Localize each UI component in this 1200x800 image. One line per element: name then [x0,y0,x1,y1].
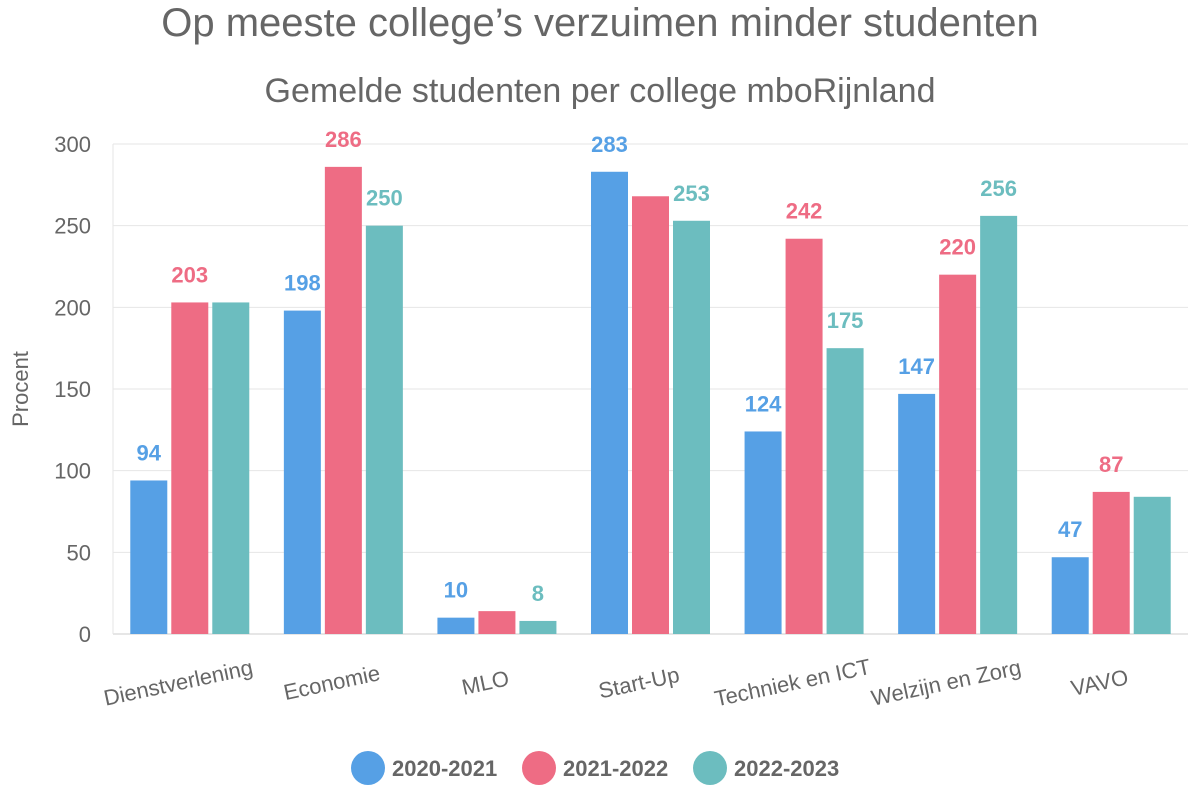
data-label: 220 [939,235,976,260]
legend-item: 2020-2021 [351,751,497,785]
bar-2022-2023 [519,620,557,634]
bar-2021-2022 [324,166,362,634]
data-label: 87 [1099,452,1123,477]
data-label: 10 [444,578,468,603]
bar-2021-2022 [939,274,977,634]
bar-2022-2023 [212,302,250,634]
data-label: 283 [591,132,628,157]
bar-2021-2022 [785,238,823,634]
data-label: 147 [898,354,935,379]
bar-2020-2021 [1051,557,1089,634]
legend-swatch [351,751,385,785]
legend-item: 2022-2023 [693,751,839,785]
legend: 2020-2021 2021-2022 2022-2023 [351,751,839,785]
y-tick-label: 100 [54,459,91,484]
bar-2021-2022 [1092,491,1130,634]
y-tick-label: 50 [67,540,91,565]
legend-swatch [522,751,556,785]
chart-title: Op meeste college’s verzuimen minder stu… [161,1,1039,45]
legend-label: 2021-2022 [563,756,668,781]
x-category-label: VAVO [1069,664,1131,700]
data-label: 198 [284,271,321,296]
bar-2022-2023 [365,225,403,634]
bar-2020-2021 [130,480,168,634]
x-category-label: Welzijn en Zorg [869,655,1023,711]
data-label: 8 [532,581,544,606]
bar-2020-2021 [283,310,321,634]
data-label: 203 [171,262,208,287]
bar-2020-2021 [898,393,936,634]
data-label: 286 [325,127,362,152]
bar-2022-2023 [826,348,864,634]
y-axis-label: Procent [8,351,33,427]
bar-2020-2021 [437,617,475,634]
bars [130,166,1171,634]
data-labels: 94 203 198 286 250 10 8 283 253 124 242 175 147 220 25… [137,127,1124,606]
bar-2022-2023 [673,220,710,634]
x-category-label: MLO [459,665,511,699]
y-tick-label: 0 [79,622,91,647]
y-tick-label: 300 [54,132,91,157]
legend-label: 2022-2023 [734,756,839,781]
bar-2022-2023 [980,215,1018,634]
bar-2021-2022 [632,196,669,634]
y-axis-ticks: 0 50 100 150 200 250 300 [54,132,91,647]
data-label: 250 [366,186,403,211]
data-label: 94 [137,440,162,465]
x-category-label: Techniek en ICT [712,654,873,712]
bar-2020-2021 [744,431,782,634]
x-category-label: Economie [281,660,382,705]
data-label: 253 [673,181,710,206]
legend-item: 2021-2022 [522,751,668,785]
x-category-label: Start-Up [596,662,681,703]
bar-2020-2021 [591,171,628,634]
x-category-label: Dienstverlening [101,655,255,711]
data-label: 124 [745,391,782,416]
bar-2021-2022 [478,611,516,634]
data-label: 242 [786,199,823,224]
chart-subtitle: Gemelde studenten per college mboRijnlan… [265,72,936,110]
y-tick-label: 250 [54,214,91,239]
legend-swatch [693,751,727,785]
data-label: 175 [827,308,864,333]
y-tick-label: 150 [54,377,91,402]
x-axis-categories: Dienstverlening Economie MLO Start-Up Techni… [101,654,1130,712]
bar-2022-2023 [1133,496,1171,634]
legend-label: 2020-2021 [392,756,497,781]
data-label: 47 [1058,517,1082,542]
data-label: 256 [980,176,1017,201]
bar-2021-2022 [171,302,209,634]
y-tick-label: 200 [54,295,91,320]
